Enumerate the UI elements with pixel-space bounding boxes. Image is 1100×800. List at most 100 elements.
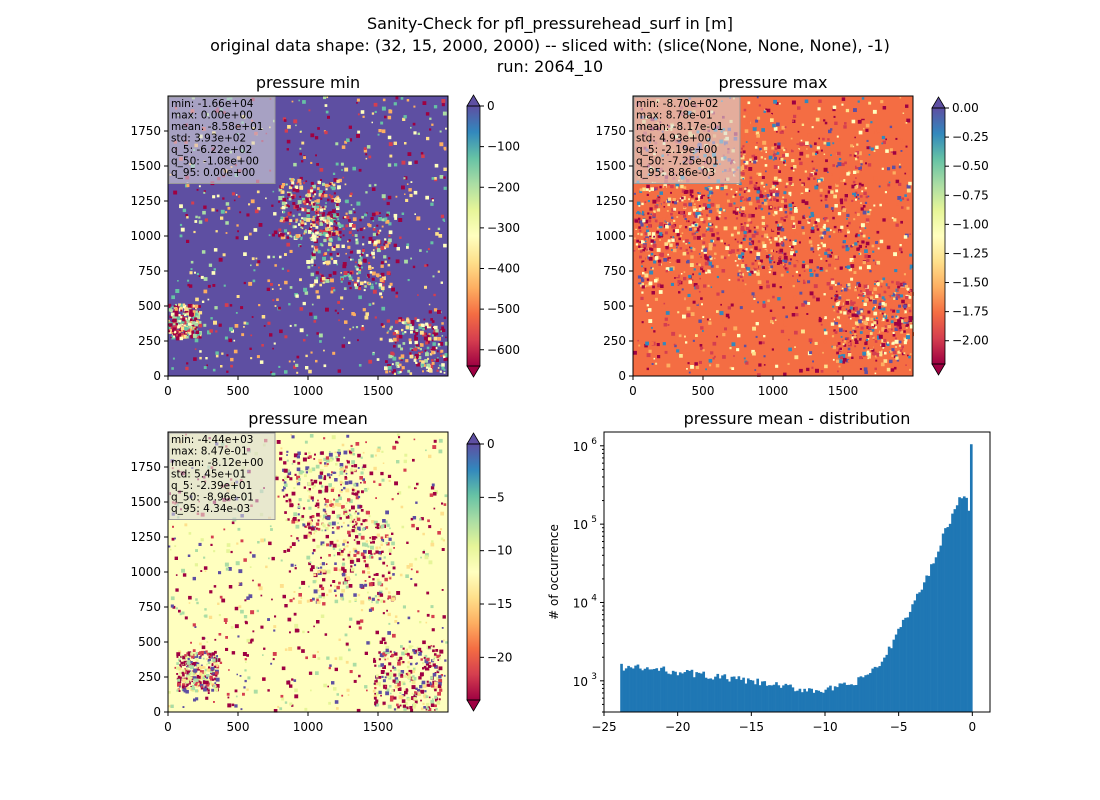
heatmap-cell: [365, 540, 368, 543]
heatmap-cell: [317, 127, 320, 130]
heatmap-cell: [846, 172, 850, 176]
heatmap-cell: [789, 154, 793, 158]
heatmap-cell: [417, 347, 420, 350]
heatmap-cell: [430, 665, 433, 668]
heatmap-cell: [319, 584, 323, 588]
heatmap-cell: [325, 110, 329, 114]
heatmap-cell: [742, 229, 745, 232]
heatmap-cell: [710, 239, 714, 243]
heatmap-cell: [759, 267, 762, 271]
heatmap-cell: [698, 207, 702, 211]
heatmap-cell: [747, 189, 751, 193]
heatmap-cell: [312, 203, 316, 206]
heatmap-cell: [813, 249, 817, 252]
heatmap-cell: [639, 250, 643, 253]
heatmap-cell: [424, 359, 428, 363]
heatmap-cell: [357, 495, 361, 499]
heatmap-cell: [685, 341, 688, 344]
heatmap-cell: [888, 181, 891, 184]
heatmap-cell: [798, 244, 800, 246]
heatmap-cell: [635, 243, 638, 246]
heatmap-cell: [341, 244, 345, 248]
heatmap-cell: [363, 549, 367, 554]
heatmap-cell: [350, 471, 354, 475]
heatmap-cell: [706, 214, 709, 217]
heatmap-cell: [783, 236, 787, 239]
heatmap-cell: [190, 312, 194, 317]
heatmap-cell: [732, 210, 736, 214]
heatmap-cell: [379, 274, 382, 277]
heatmap-cell: [204, 614, 208, 618]
heatmap-cell: [386, 271, 391, 275]
heatmap-cell: [783, 253, 787, 256]
heatmap-cell: [789, 141, 793, 145]
heatmap-cell: [285, 202, 288, 204]
heatmap-cell: [278, 200, 280, 203]
heatmap-cell: [337, 197, 340, 200]
heatmap-cell: [908, 318, 912, 323]
heatmap-cell: [633, 350, 637, 355]
heatmap-cell: [374, 687, 377, 690]
heatmap-cell: [768, 155, 773, 160]
heatmap-cell: [752, 351, 756, 356]
heatmap-cell: [676, 233, 680, 237]
heatmap-cell: [856, 193, 860, 197]
heatmap-cell: [783, 335, 788, 339]
heatmap-cell: [819, 267, 823, 270]
heatmap-cell: [647, 219, 652, 223]
heatmap-cell: [642, 210, 645, 214]
heatmap-cell: [873, 318, 875, 320]
heatmap-cell: [371, 267, 374, 269]
heatmap-cell: [440, 528, 443, 531]
heatmap-cell: [715, 265, 719, 268]
heatmap-cell: [848, 267, 852, 272]
heatmap-cell: [650, 266, 653, 269]
heatmap-cell: [319, 340, 322, 343]
heatmap-cell: [190, 335, 194, 339]
heatmap-cell: [885, 138, 887, 141]
heatmap-cell: [710, 268, 715, 272]
heatmap-cell: [739, 211, 741, 214]
heatmap-cell: [906, 287, 910, 291]
heatmap-cell: [338, 496, 342, 501]
heatmap-cell: [905, 145, 908, 148]
heatmap-cell: [294, 225, 297, 228]
heatmap-cell: [683, 190, 688, 194]
heatmap-cell: [700, 326, 704, 330]
heatmap-cell: [873, 182, 876, 185]
panel-title: pressure min: [256, 73, 360, 92]
heatmap-cell: [769, 218, 772, 221]
heatmap-cell: [203, 277, 208, 281]
heatmap-cell: [762, 266, 765, 269]
heatmap-cell: [382, 324, 385, 328]
heatmap-cell: [251, 316, 254, 318]
heatmap-cell: [815, 117, 820, 122]
heatmap-cell: [335, 244, 340, 249]
heatmap-cell: [677, 284, 680, 286]
heatmap-cell: [757, 280, 762, 284]
heatmap-cell: [299, 278, 302, 282]
heatmap-cell: [197, 320, 202, 325]
heatmap-cell: [380, 261, 384, 265]
heatmap-cell: [653, 357, 656, 360]
heatmap-cell: [866, 350, 870, 354]
heatmap-cell: [846, 224, 849, 227]
heatmap-cell: [840, 336, 843, 338]
heatmap-cell: [319, 168, 324, 172]
heatmap-cell: [657, 195, 659, 197]
heatmap-cell: [783, 265, 786, 268]
heatmap-cell: [362, 467, 365, 471]
heatmap-cell: [207, 330, 211, 335]
heatmap-cell: [799, 291, 803, 295]
heatmap-cell: [881, 167, 884, 170]
heatmap-cell: [678, 291, 681, 294]
heatmap-cell: [679, 235, 682, 237]
heatmap-cell: [431, 177, 435, 180]
heatmap-cell: [816, 218, 820, 223]
heatmap-cell: [267, 255, 271, 259]
heatmap-cell: [725, 313, 730, 318]
heatmap-cell: [425, 708, 428, 711]
heatmap-cell: [404, 259, 408, 264]
heatmap-cell: [699, 339, 703, 343]
heatmap-cell: [314, 245, 318, 249]
